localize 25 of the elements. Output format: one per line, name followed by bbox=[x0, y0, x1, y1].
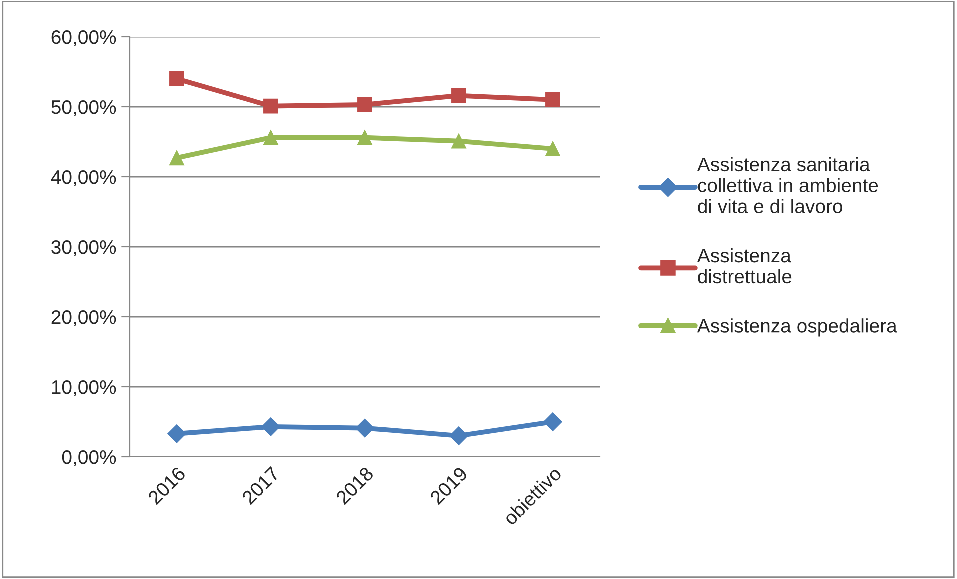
point bbox=[170, 150, 184, 166]
point bbox=[452, 134, 466, 149]
point bbox=[546, 142, 560, 156]
y-tick-label: 50,00% bbox=[52, 100, 116, 117]
point bbox=[546, 92, 560, 108]
y-tick-label: 30,00% bbox=[52, 240, 116, 257]
legend-label: Assistenza sanitaria collettiva in ambiente di vita e di lavoro bbox=[697, 157, 878, 214]
point bbox=[264, 130, 278, 146]
point bbox=[170, 72, 184, 86]
y-tick-label: 10,00% bbox=[52, 380, 116, 397]
y-tick-label: 40,00% bbox=[51, 170, 116, 187]
y-tick-label: 0,00% bbox=[62, 450, 116, 467]
point bbox=[450, 426, 468, 446]
y-tick-label: 20,00% bbox=[52, 310, 116, 327]
legend-label: Assistenza ospedaliera bbox=[697, 318, 898, 337]
point bbox=[356, 418, 374, 438]
point bbox=[358, 130, 372, 146]
y-tick-label: 60,00% bbox=[52, 30, 116, 47]
point bbox=[168, 424, 186, 444]
point bbox=[264, 98, 278, 114]
legend-label: Assistenza distrettuale bbox=[697, 248, 792, 284]
point bbox=[358, 97, 372, 112]
point bbox=[452, 88, 466, 104]
point bbox=[262, 418, 280, 436]
point bbox=[544, 412, 562, 432]
